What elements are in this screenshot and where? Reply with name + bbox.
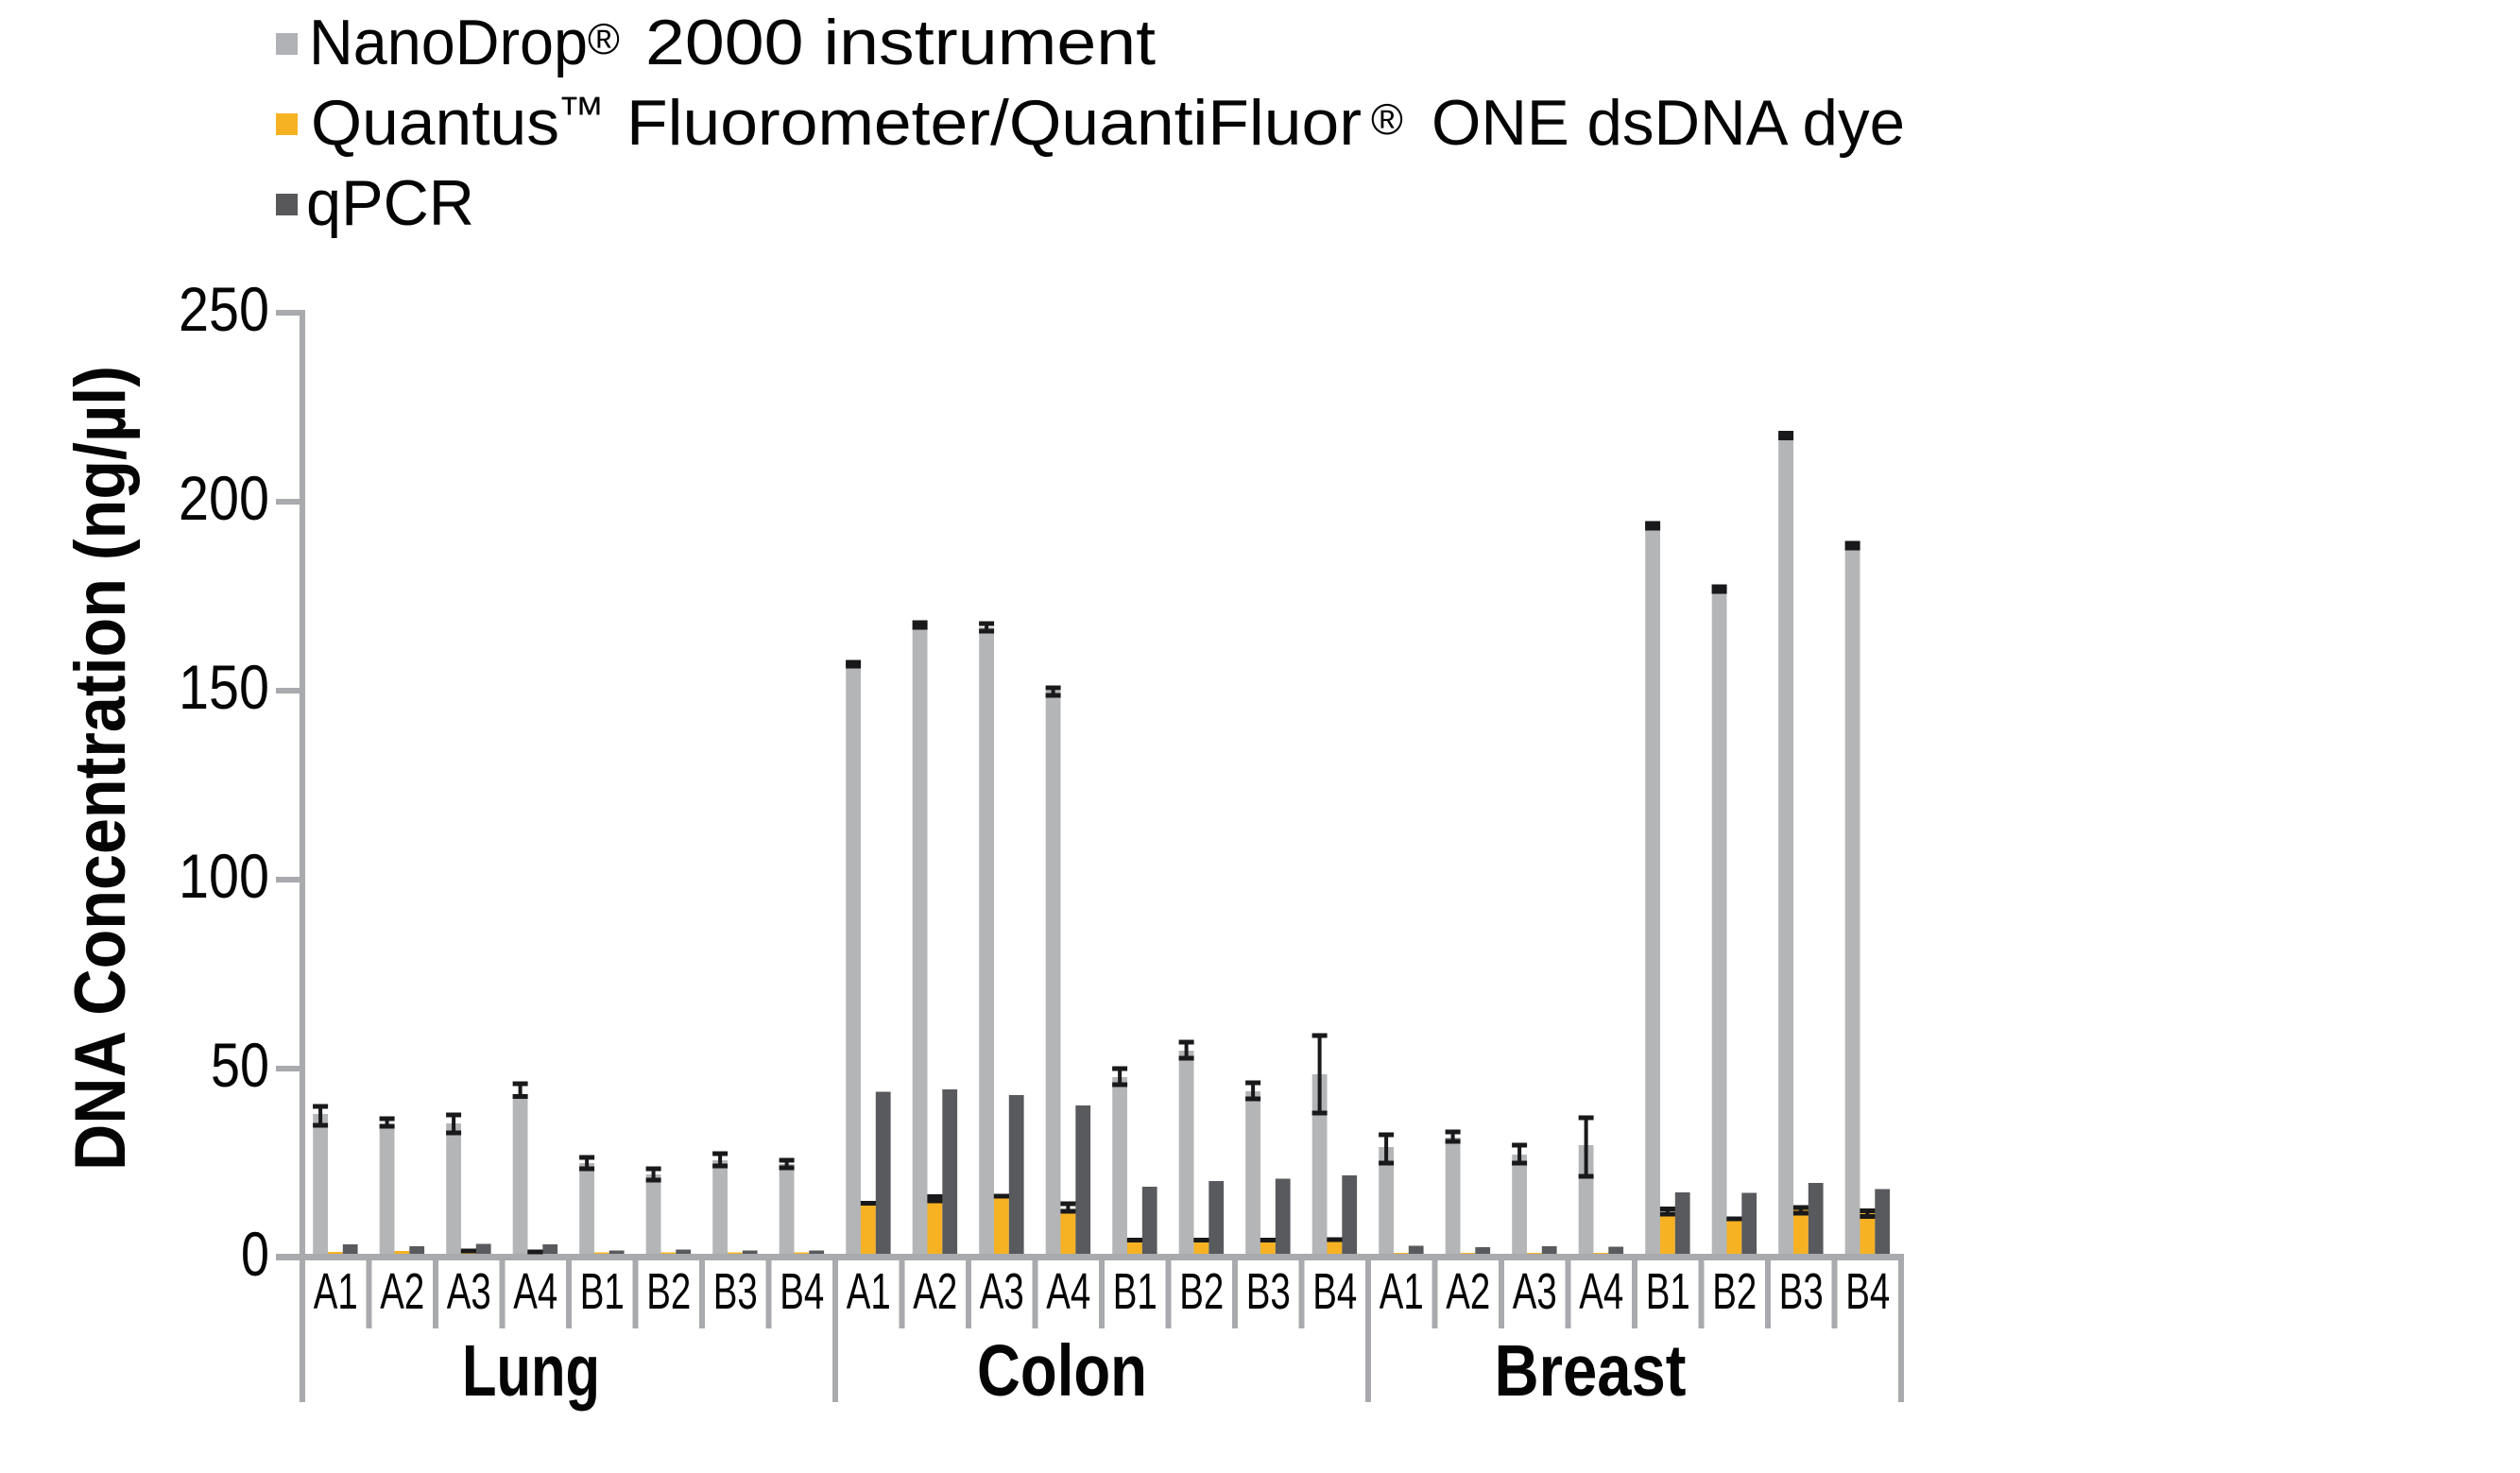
svg-text:Breast: Breast bbox=[1495, 1330, 1687, 1412]
svg-text:A3: A3 bbox=[980, 1263, 1024, 1320]
svg-text:B2: B2 bbox=[1712, 1263, 1757, 1320]
svg-text:A4: A4 bbox=[513, 1263, 557, 1320]
svg-text:A3: A3 bbox=[447, 1263, 491, 1320]
svg-text:B1: B1 bbox=[1646, 1263, 1690, 1320]
svg-text:A4: A4 bbox=[1579, 1263, 1623, 1320]
svg-text:B3: B3 bbox=[1246, 1263, 1291, 1320]
svg-text:A1: A1 bbox=[847, 1263, 891, 1320]
svg-text:ONE dsDNA dye: ONE dsDNA dye bbox=[1431, 87, 1905, 159]
svg-text:A2: A2 bbox=[380, 1263, 424, 1320]
svg-text:DNA Concentration (ng/µl): DNA Concentration (ng/µl) bbox=[60, 366, 141, 1171]
svg-text:A1: A1 bbox=[314, 1263, 358, 1320]
svg-text:Quantus: Quantus bbox=[311, 87, 559, 159]
svg-text:B3: B3 bbox=[713, 1263, 758, 1320]
svg-text:0: 0 bbox=[241, 1219, 269, 1289]
svg-text:A4: A4 bbox=[1046, 1263, 1090, 1320]
svg-text:™: ™ bbox=[557, 87, 605, 140]
svg-text:Colon: Colon bbox=[977, 1330, 1147, 1412]
svg-text:B1: B1 bbox=[1113, 1263, 1157, 1320]
svg-text:50: 50 bbox=[211, 1030, 269, 1100]
svg-text:2000 instrument: 2000 instrument bbox=[645, 7, 1156, 78]
svg-text:qPCR: qPCR bbox=[306, 167, 474, 239]
svg-text:B4: B4 bbox=[1312, 1263, 1357, 1320]
svg-text:B3: B3 bbox=[1779, 1263, 1824, 1320]
svg-text:B4: B4 bbox=[1845, 1263, 1890, 1320]
svg-text:200: 200 bbox=[179, 463, 269, 533]
svg-text:A2: A2 bbox=[913, 1263, 957, 1320]
svg-text:B2: B2 bbox=[646, 1263, 691, 1320]
svg-text:B4: B4 bbox=[780, 1263, 824, 1320]
svg-text:A2: A2 bbox=[1446, 1263, 1490, 1320]
svg-text:100: 100 bbox=[179, 841, 269, 911]
svg-text:Lung: Lung bbox=[462, 1330, 600, 1412]
svg-text:B1: B1 bbox=[580, 1263, 625, 1320]
svg-text:B2: B2 bbox=[1179, 1263, 1224, 1320]
svg-text:A3: A3 bbox=[1513, 1263, 1557, 1320]
svg-text:®: ® bbox=[588, 14, 620, 63]
svg-text:®: ® bbox=[1371, 94, 1403, 144]
svg-text:Fluorometer/QuantiFluor: Fluorometer/QuantiFluor bbox=[626, 87, 1362, 159]
svg-text:A1: A1 bbox=[1380, 1263, 1424, 1320]
svg-text:250: 250 bbox=[179, 274, 269, 344]
svg-text:150: 150 bbox=[179, 652, 269, 722]
svg-text:NanoDrop: NanoDrop bbox=[309, 7, 588, 78]
